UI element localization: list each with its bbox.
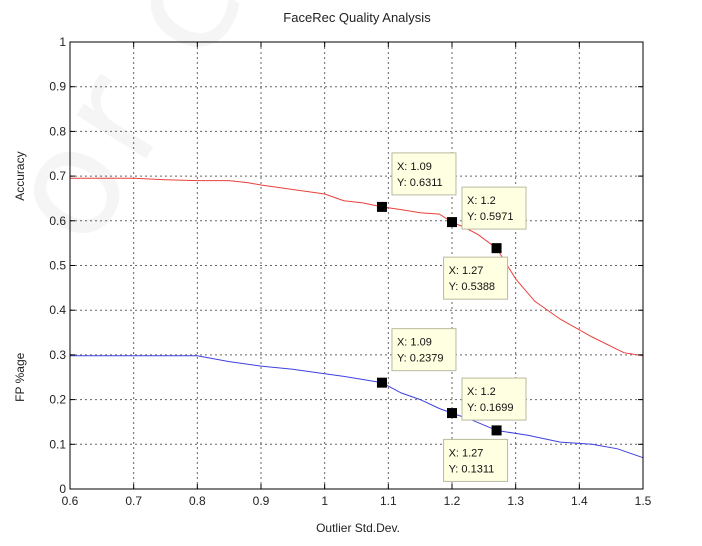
datatip-marker (491, 243, 502, 254)
datatip-y-label: Y: 0.1699 (467, 402, 514, 414)
x-axis-label: Outlier Std.Dev. (316, 521, 400, 535)
x-tick-label: 0.7 (125, 494, 142, 508)
datatip-x-label: X: 1.27 (449, 265, 484, 277)
accuracy-line (70, 177, 644, 357)
series-group (70, 177, 644, 459)
chart-title: FaceRec Quality Analysis (283, 10, 431, 25)
datatips-group: X: 1.09 Y: 0.6311 X: 1.2 Y: 0.5971 X: 1.27 Y:… (376, 152, 527, 482)
x-tick-label: 1.3 (507, 494, 524, 508)
datatip-x-label: X: 1.2 (467, 195, 496, 207)
x-tick-label: 1 (321, 494, 328, 508)
datatip-y-label: Y: 0.2379 (397, 353, 444, 365)
y-tick-label: 0.8 (49, 124, 66, 138)
datatip-y-label: Y: 0.5971 (467, 211, 514, 223)
datatip-box (461, 186, 527, 230)
datatip-x-label: X: 1.09 (397, 337, 432, 349)
datatip-marker (376, 201, 387, 212)
y-tick-label: 0.6 (49, 214, 66, 228)
x-tick-label: 0.8 (189, 494, 206, 508)
datatip-box (443, 438, 509, 482)
fp-line (70, 355, 644, 459)
grid (70, 42, 643, 489)
datatip-box (443, 256, 509, 300)
datatip-y-label: Y: 0.5388 (449, 281, 496, 293)
datatip-box (461, 377, 527, 421)
datatip-y-label: Y: 0.1311 (449, 463, 495, 475)
datatip-marker (447, 408, 457, 419)
y-tick-label: 0.7 (49, 169, 66, 183)
datatip-box (391, 328, 457, 372)
x-tick-label: 0.6 (62, 494, 79, 508)
datatip-y-label: Y: 0.6311 (397, 177, 443, 189)
datatip-box (391, 152, 457, 196)
datatip-x-label: X: 1.2 (467, 386, 496, 398)
x-tick-label: 1.4 (571, 494, 588, 508)
x-tick-label: 1.1 (380, 494, 397, 508)
datatip-marker (447, 217, 457, 228)
y-axis-label-accuracy: Accuracy (13, 151, 27, 200)
x-tick-label: 1.5 (635, 494, 652, 508)
datatip-marker (491, 425, 502, 436)
datatip-x-label: X: 1.09 (397, 161, 432, 173)
y-tick-label: 1 (59, 35, 66, 49)
y-tick-label: 0.4 (49, 303, 66, 317)
x-tick-label: 1.2 (444, 494, 461, 508)
y-tick-label: 0.9 (49, 80, 66, 94)
datatip-x-label: X: 1.27 (449, 447, 484, 459)
y-tick-label: 0.5 (49, 259, 66, 273)
y-tick-label: 0.2 (49, 393, 66, 407)
ticks-group: 0.6 0.7 0.8 0.9 1 1.1 1.2 1.3 1.4 1.5 0 0.1 0.2 0.3 0.… (49, 35, 651, 508)
y-tick-label: 0 (59, 482, 66, 496)
x-tick-label: 0.9 (253, 494, 270, 508)
y-tick-label: 0.1 (49, 437, 66, 451)
y-tick-label: 0.3 (49, 348, 66, 362)
y-axis-label-fp: FP %age (13, 352, 27, 401)
datatip-marker (376, 377, 387, 388)
